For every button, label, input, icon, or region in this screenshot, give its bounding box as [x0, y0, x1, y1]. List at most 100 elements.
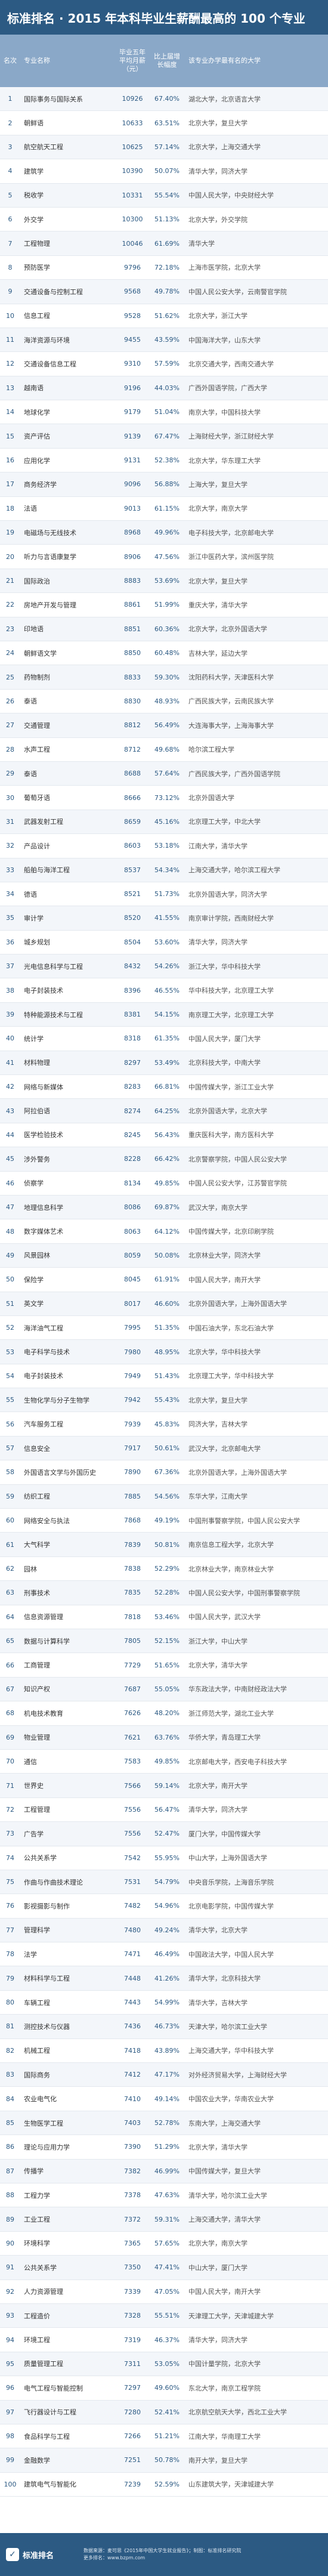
universities-cell: 上海市医学院，北京大学: [188, 264, 261, 272]
table-row: 87 传播学 7382 46.99% 中国传媒大学，复旦大学: [0, 2159, 328, 2183]
ratio-cell: 44.03%: [154, 384, 180, 392]
table-row: 99 金融数学 7251 50.78% 南开大学，复旦大学: [0, 2448, 328, 2473]
salary-cell: 9139: [124, 432, 141, 440]
salary-cell: 7885: [124, 1492, 141, 1500]
major-cell: 交通管理: [24, 721, 50, 730]
major-cell: 信息安全: [24, 1444, 50, 1453]
table-row: 55 生物化学与分子生物学 7942 55.43% 北京大学，复旦大学: [0, 1388, 328, 1413]
ratio-cell: 60.36%: [154, 625, 180, 633]
table-row: 17 商务经济学 9096 56.88% 上海大学，复旦大学: [0, 472, 328, 497]
rank-cell: 84: [6, 2095, 14, 2103]
major-cell: 园林: [24, 1565, 37, 1573]
rank-cell: 72: [6, 1805, 14, 1814]
ratio-cell: 69.87%: [154, 1203, 180, 1212]
salary-cell: 7328: [124, 2312, 141, 2320]
rank-cell: 51: [6, 1299, 14, 1308]
ratio-cell: 46.49%: [154, 1950, 180, 1959]
table-row: 24 朝鲜语文学 8850 60.48% 吉林大学，延边大学: [0, 641, 328, 666]
major-cell: 光电信息科学与工程: [24, 962, 83, 971]
salary-cell: 7443: [124, 1999, 141, 2007]
universities-cell: 北京大学，南京大学: [188, 2240, 247, 2248]
rank-cell: 30: [6, 793, 14, 802]
ratio-cell: 49.19%: [154, 1516, 180, 1525]
major-cell: 纺织工程: [24, 1493, 50, 1501]
universities-cell: 中山大学，厦门大学: [188, 2263, 247, 2272]
rank-cell: 24: [6, 649, 14, 657]
universities-cell: 北京林业大学，南京林业大学: [188, 1565, 274, 1573]
major-cell: 泰语: [24, 697, 37, 706]
universities-cell: 北京大学，外交学院: [188, 215, 247, 224]
major-cell: 武器发射工程: [24, 818, 63, 826]
logo: ✓ 标准排名: [6, 2548, 83, 2561]
salary-cell: 8666: [124, 793, 141, 802]
rank-cell: 11: [6, 336, 14, 344]
salary-cell: 10625: [122, 143, 143, 151]
rank-cell: 76: [6, 1902, 14, 1910]
ratio-cell: 51.04%: [154, 408, 180, 416]
major-cell: 朝鲜语: [24, 119, 44, 128]
ratio-cell: 61.15%: [154, 504, 180, 512]
rank-cell: 71: [6, 1781, 14, 1790]
salary-cell: 8274: [124, 1107, 141, 1115]
table-row: 1 国际事务与国际关系 10926 67.40% 湖北大学，北京语言大学: [0, 87, 328, 112]
major-cell: 保险学: [24, 1275, 44, 1284]
salary-cell: 8297: [124, 1058, 141, 1067]
ratio-cell: 45.83%: [154, 1420, 180, 1428]
rank-cell: 18: [6, 504, 14, 512]
major-cell: 网络与新媒体: [24, 1083, 63, 1091]
universities-cell: 北京大学，南京大学: [188, 505, 247, 513]
major-cell: 朝鲜语文学: [24, 649, 57, 657]
major-cell: 工商管理: [24, 1661, 50, 1670]
universities-cell: 中山大学，上海外国语大学: [188, 1854, 267, 1862]
major-cell: 管理科学: [24, 1926, 50, 1935]
salary-cell: 7436: [124, 2022, 141, 2031]
table-row: 38 电子封装技术 8396 46.55% 华中科技大学，北京理工大学: [0, 978, 328, 1003]
ratio-cell: 54.79%: [154, 1878, 180, 1886]
ratio-cell: 53.05%: [154, 2359, 180, 2368]
ratio-cell: 47.56%: [154, 552, 180, 561]
rank-cell: 44: [6, 1131, 14, 1139]
ratio-cell: 57.59%: [154, 360, 180, 368]
universities-cell: 北京大学，浙江大学: [188, 312, 247, 320]
major-cell: 阿拉伯语: [24, 1107, 50, 1116]
universities-cell: 浙江大学，中山大学: [188, 1637, 247, 1645]
salary-cell: 10633: [122, 119, 143, 127]
universities-cell: 厦门大学，中国传媒大学: [188, 1830, 261, 1838]
salary-cell: 7980: [124, 1348, 141, 1356]
ratio-cell: 61.35%: [154, 1034, 180, 1043]
ratio-cell: 47.05%: [154, 2287, 180, 2296]
table-row: 64 信息资源管理 7818 53.46% 中国人民大学，武汉大学: [0, 1605, 328, 1629]
salary-cell: 7378: [124, 2191, 141, 2200]
universities-cell: 北京大学，复旦大学: [188, 577, 247, 585]
universities-cell: 北京外国语大学，北京大学: [188, 1107, 267, 1116]
ratio-cell: 54.26%: [154, 962, 180, 971]
salary-cell: 8381: [124, 1011, 141, 1019]
major-cell: 大气科学: [24, 1541, 50, 1549]
table-row: 81 测控技术与仪器 7436 46.73% 天津大学，哈尔滨工业大学: [0, 2015, 328, 2039]
rank-cell: 90: [6, 2239, 14, 2247]
ratio-cell: 53.60%: [154, 938, 180, 946]
salary-cell: 8520: [124, 914, 141, 922]
ratio-cell: 48.95%: [154, 1348, 180, 1356]
major-cell: 药物制剂: [24, 674, 50, 682]
universities-cell: 江南大学，华南理工大学: [188, 2432, 261, 2441]
rank-cell: 28: [6, 745, 14, 753]
salary-cell: 9310: [124, 360, 141, 368]
universities-cell: 上海交通大学，哈尔滨工程大学: [188, 866, 280, 875]
major-cell: 农业电气化: [24, 2095, 57, 2104]
rank-cell: 41: [6, 1058, 14, 1067]
rank-cell: 4: [8, 167, 13, 175]
rank-cell: 50: [6, 1275, 14, 1284]
table-row: 77 管理科学 7480 49.24% 清华大学，北京大学: [0, 1918, 328, 1943]
salary-cell: 9131: [124, 456, 141, 465]
salary-cell: 7480: [124, 1926, 141, 1934]
universities-cell: 广西民族大学，云南民族大学: [188, 697, 274, 706]
rank-cell: 22: [6, 601, 14, 609]
rank-cell: 52: [6, 1324, 14, 1332]
table-row: 52 海洋油气工程 7995 51.35% 中国石油大学，东北石油大学: [0, 1315, 328, 1340]
major-cell: 海洋资源与环境: [24, 336, 70, 344]
header-ratio: 比上届增长幅度: [154, 52, 180, 69]
ratio-cell: 57.14%: [154, 143, 180, 151]
table-row: 4 建筑学 10390 50.07% 清华大学，同济大学: [0, 159, 328, 184]
rank-cell: 89: [6, 2215, 14, 2223]
